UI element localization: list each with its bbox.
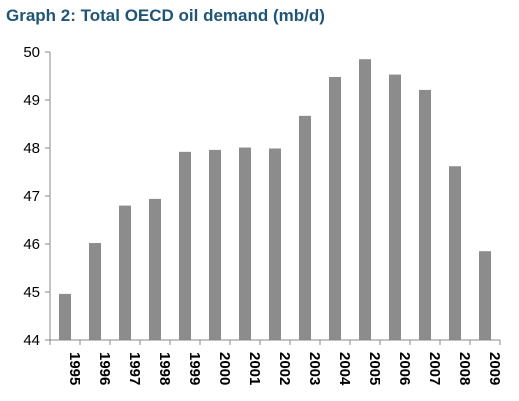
bar-2008 xyxy=(449,166,461,340)
bar-1996 xyxy=(89,243,101,340)
y-tick-label: 48 xyxy=(23,140,40,157)
bar-1998 xyxy=(149,198,161,340)
x-tick-label: 1996 xyxy=(96,352,113,385)
x-tick-label: 2003 xyxy=(306,352,323,385)
bar-2000 xyxy=(209,149,221,340)
chart-title: Graph 2: Total OECD oil demand (mb/d) xyxy=(6,6,325,25)
y-tick-label: 45 xyxy=(23,284,40,301)
y-tick-label: 44 xyxy=(23,332,40,349)
y-tick-label: 46 xyxy=(23,236,40,253)
bar-2004 xyxy=(329,76,341,341)
x-tick-label: 2009 xyxy=(486,352,503,385)
bar-2007 xyxy=(419,89,431,340)
x-axis: 1995 1996 1997 1998 1999 2000 2001 2002 2003 2004… xyxy=(49,339,503,386)
x-tick-label: 2007 xyxy=(426,352,443,385)
x-tick-label: 1998 xyxy=(156,352,173,385)
x-tick-label: 2002 xyxy=(276,352,293,385)
x-tick-label: 2004 xyxy=(336,352,353,386)
y-tick-label: 49 xyxy=(23,92,40,109)
x-tick-label: 2008 xyxy=(456,352,473,385)
bar-1995 xyxy=(59,293,71,340)
x-tick-label: 2005 xyxy=(366,352,383,385)
bar-1999 xyxy=(179,151,191,340)
x-tick-label: 2001 xyxy=(246,352,263,385)
x-tick-label: 1999 xyxy=(186,352,203,385)
y-tick-label: 50 xyxy=(23,44,40,61)
bar-2009 xyxy=(479,251,491,340)
x-tick-label: 2000 xyxy=(216,352,233,385)
bar-2003 xyxy=(299,115,311,340)
x-tick-label: 1997 xyxy=(126,352,143,385)
x-tick-label: 2006 xyxy=(396,352,413,385)
bar-1997 xyxy=(119,205,131,340)
y-axis: 44 45 46 47 48 49 50 xyxy=(23,44,51,349)
bars-group xyxy=(59,59,491,341)
bar-2001 xyxy=(239,147,251,340)
bar-2002 xyxy=(269,148,281,340)
bar-2005 xyxy=(359,59,371,340)
bar-2006 xyxy=(389,74,401,340)
y-tick-label: 47 xyxy=(23,188,40,205)
x-tick-label: 1995 xyxy=(66,352,83,385)
